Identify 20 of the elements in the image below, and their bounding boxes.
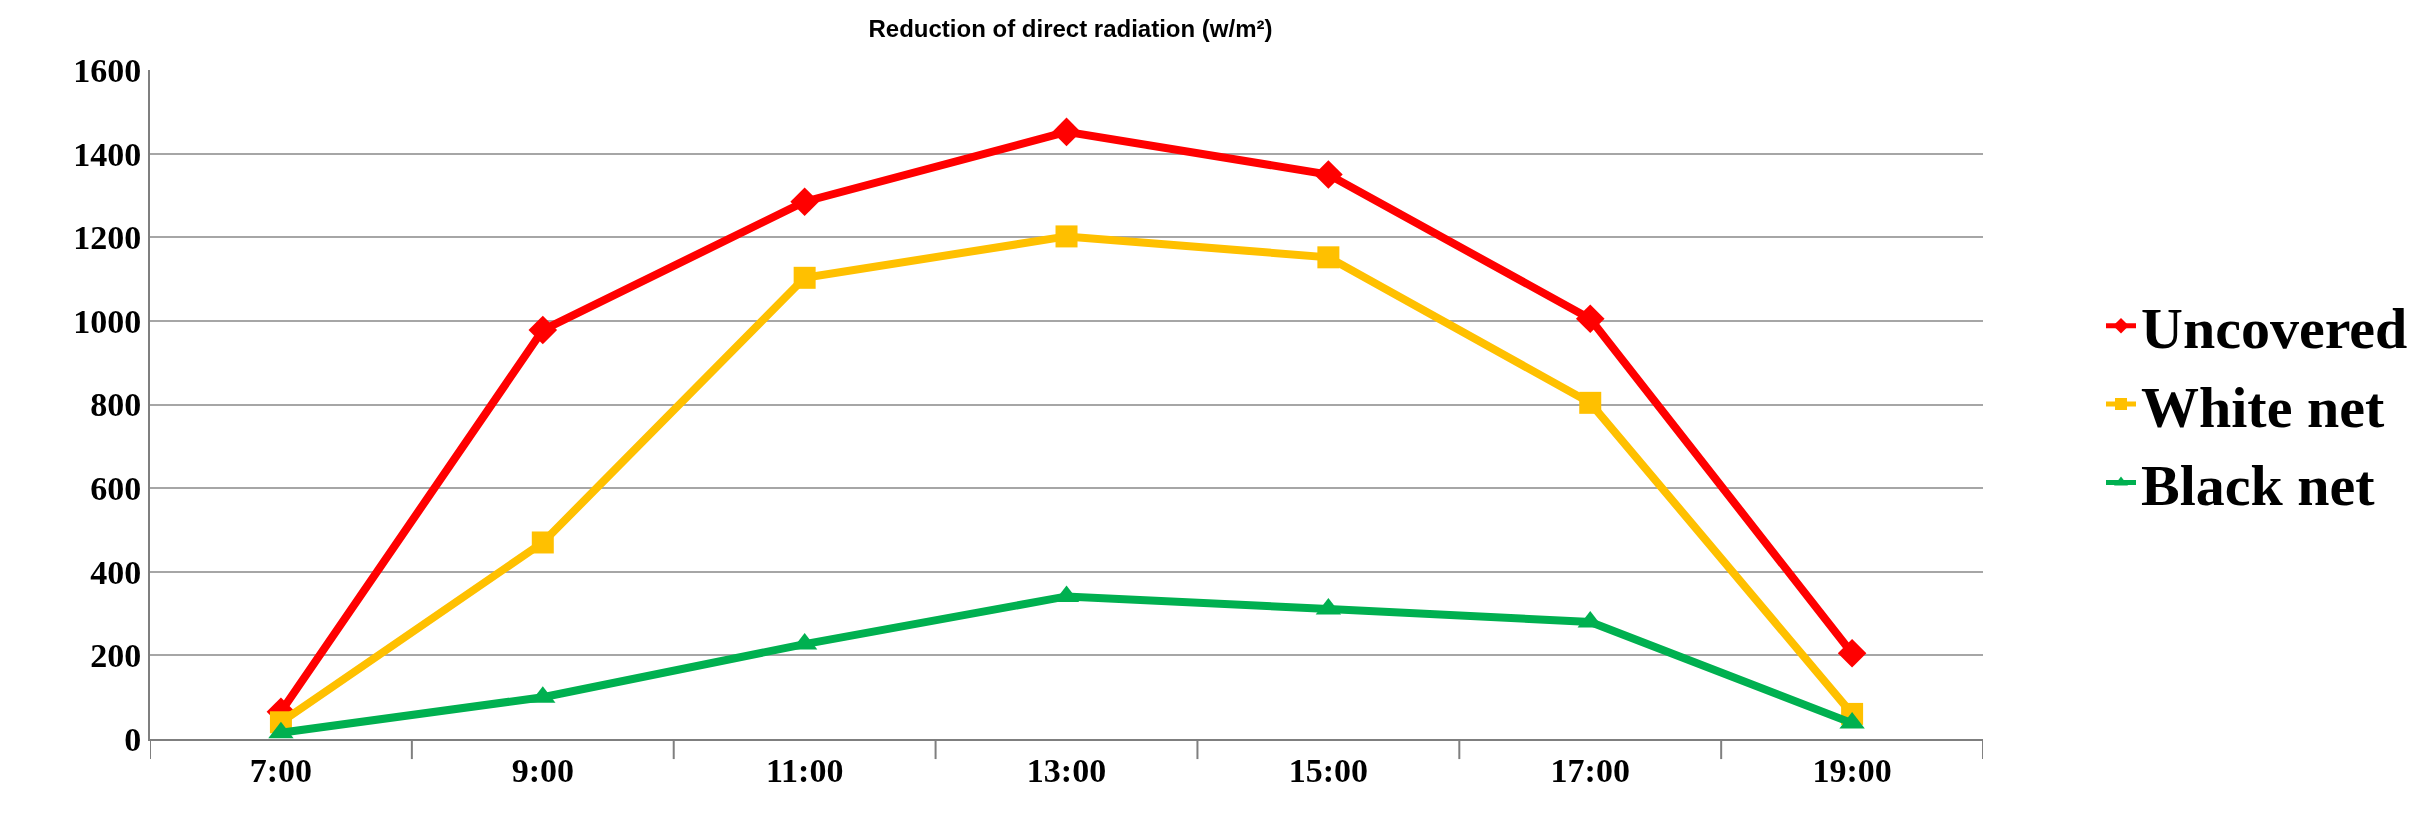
x-tick-label: 11:00 [765,751,844,789]
y-tick-label: 1600 [73,51,142,89]
legend-label: Black net [2141,453,2376,519]
x-tick-label: 7:00 [249,751,313,789]
y-tick-label: 200 [90,637,142,675]
x-tick-label: 9:00 [511,751,574,789]
y-tick-label: 0 [124,720,142,758]
y-tick-label: 1000 [73,302,142,340]
y-tick-label: 1200 [73,219,142,257]
legend-label: White net [2141,374,2385,440]
y-tick-label: 600 [90,470,142,508]
chart-title: Reduction of direct radiation (w/m²) [868,15,1273,43]
x-tick-label: 13:00 [1026,751,1107,789]
x-tick-label: 19:00 [1812,751,1892,789]
x-tick-label: 17:00 [1550,751,1630,789]
legend-label: Uncovered [2141,296,2408,362]
y-tick-label: 400 [90,553,142,591]
x-tick-label: 15:00 [1288,751,1369,789]
y-tick-label: 800 [90,386,142,424]
y-tick-label: 1400 [73,135,142,173]
